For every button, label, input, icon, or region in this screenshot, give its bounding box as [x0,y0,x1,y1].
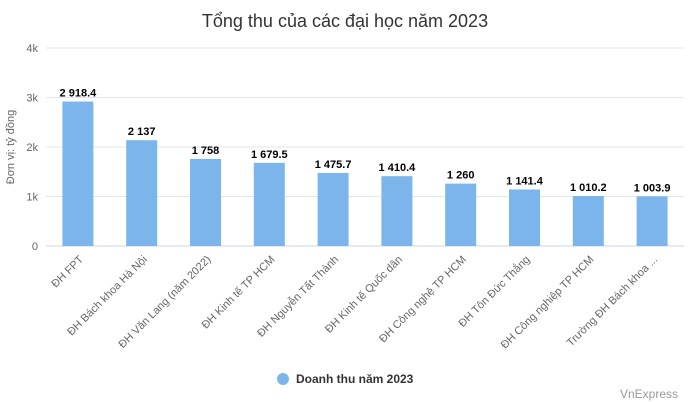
bar[interactable] [445,183,477,246]
data-label: 1 410.4 [379,162,417,174]
y-tick-label: 4k [26,43,38,55]
data-label: 1 141.4 [506,176,544,188]
data-labels: 2 918.4 2 137 1 758 1 679.5 1 475.7 1 410.4 1 … [60,88,671,195]
bar[interactable] [253,162,285,246]
bar[interactable] [126,140,158,246]
data-label: 1 679.5 [251,149,288,161]
data-label: 1 758 [192,145,220,157]
x-tick-label: ĐH Tôn Đức Thắng [456,253,533,330]
legend-label[interactable]: Doanh thu năm 2023 [296,372,414,386]
legend-swatch[interactable] [277,373,289,385]
data-label: 1 475.7 [315,159,352,171]
y-tick-label: 0 [32,241,38,253]
bar[interactable] [190,158,221,246]
y-tick-label: 3k [26,93,38,105]
data-label: 2 918.4 [60,88,98,100]
y-axis-label: Đơn vị: tỷ đồng [5,110,17,184]
bar[interactable] [509,189,540,246]
credit-text: VnExpress [620,387,678,401]
y-tick-labels: 0 1k 2k 3k 4k [26,43,38,253]
bars [62,101,668,246]
bar[interactable] [381,176,413,246]
y-tick-label: 2k [26,142,38,154]
bar[interactable] [62,101,94,246]
x-tick-label: ĐH FPT [49,253,86,290]
data-label: 1 260 [447,170,475,182]
data-label: 2 137 [128,126,156,138]
bar[interactable] [636,196,668,246]
data-label: 1 003.9 [634,182,671,194]
data-label: 1 010.2 [570,182,607,194]
chart-title: Tổng thu của các đại học năm 2023 [202,11,488,31]
y-tick-label: 1k [26,192,38,204]
bar[interactable] [317,172,349,246]
legend[interactable]: Doanh thu năm 2023 [277,372,414,386]
bar[interactable] [572,195,604,246]
